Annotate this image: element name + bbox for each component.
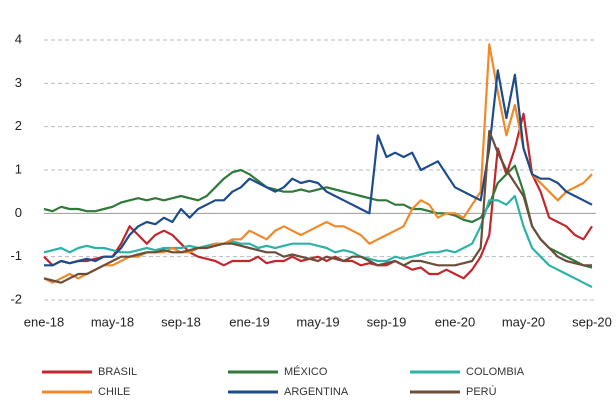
series-line	[43, 194, 593, 288]
series-line	[44, 69, 593, 267]
series-line	[43, 43, 593, 284]
x-tick-label: may-18	[91, 314, 134, 329]
y-tick-label: 4	[15, 31, 22, 46]
legend-label: BRASIL	[98, 366, 137, 378]
y-tick-label: 2	[15, 118, 22, 133]
y-tick-label: -2	[10, 291, 22, 306]
x-tick-label: ene-20	[435, 314, 475, 329]
legend-label: PERÚ	[466, 385, 497, 398]
x-tick-label: may-19	[296, 314, 339, 329]
series-line	[43, 112, 593, 280]
x-tick-label: sep-19	[367, 314, 407, 329]
legend-label: CHILE	[98, 386, 130, 398]
series-line	[43, 129, 592, 284]
x-tick-label: sep-18	[161, 314, 201, 329]
series-line	[43, 164, 593, 269]
legend-label: MÉXICO	[284, 365, 328, 378]
x-tick-label: ene-18	[24, 314, 64, 329]
legend-label: COLOMBIA	[466, 366, 525, 378]
legend-label: ARGENTINA	[284, 386, 349, 398]
y-tick-label: 1	[15, 161, 22, 176]
y-tick-label: -1	[10, 248, 22, 263]
y-tick-label: 3	[15, 75, 22, 90]
x-tick-label: ene-19	[229, 314, 269, 329]
x-tick-label: may-20	[502, 314, 545, 329]
x-tick-label: sep-20	[572, 314, 612, 329]
y-tick-label: 0	[15, 205, 22, 220]
